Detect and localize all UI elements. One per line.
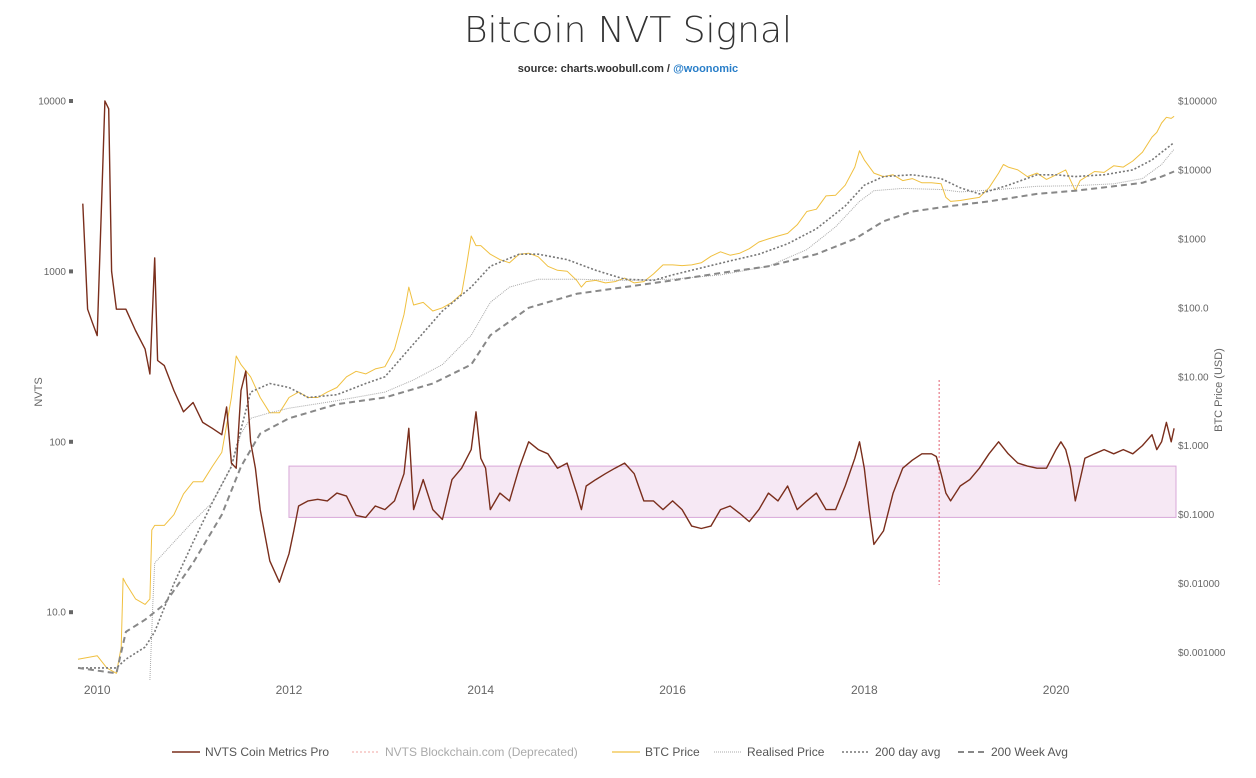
series-btc-price — [77, 115, 1175, 674]
left-axis-label: NVTS — [33, 377, 45, 406]
left-tick-label: 100 — [49, 437, 66, 448]
x-tick-label: 2012 — [276, 683, 303, 697]
legend-item-200-week-avg[interactable]: 200 Week Avg — [958, 745, 1068, 759]
right-tick-label: $10.00 — [1178, 372, 1209, 383]
left-tick-label: 10.0 — [47, 608, 67, 619]
right-tick-label: $0.01000 — [1178, 579, 1220, 590]
right-axis-label: BTC Price (USD) — [1213, 348, 1225, 432]
right-tick-label: $1000 — [1178, 234, 1206, 245]
chart-title: Bitcoin NVT Signal — [463, 10, 793, 51]
legend-label: Realised Price — [747, 745, 825, 759]
x-tick-label: 2016 — [659, 683, 686, 697]
right-tick-label: $0.001000 — [1178, 648, 1226, 659]
legend-label: 200 day avg — [875, 745, 940, 759]
legend-label: 200 Week Avg — [991, 745, 1068, 759]
source-prefix: source: charts.woobull.com / — [517, 63, 674, 75]
series-nvts-coin-metrics-pro — [82, 100, 1175, 583]
left-tick-mark — [69, 439, 73, 444]
left-tick-mark — [69, 269, 73, 274]
x-tick-label: 2018 — [851, 683, 878, 697]
right-tick-label: $1.000 — [1178, 441, 1209, 452]
right-tick-label: $10000 — [1178, 165, 1212, 176]
right-tick-label: $100000 — [1178, 97, 1217, 108]
source-handle-link[interactable]: @woonomic — [673, 63, 739, 75]
x-tick-label: 2020 — [1043, 683, 1070, 697]
nvts-normal-band — [288, 465, 1177, 518]
left-tick-label: 1000 — [44, 267, 67, 278]
left-tick-label: 10000 — [38, 97, 66, 108]
series-200-day-avg — [78, 141, 1175, 669]
legend-item-btc-price[interactable]: BTC Price — [612, 745, 700, 759]
legend-label: BTC Price — [645, 745, 700, 759]
legend-item-nvts-blockchain-com-deprecated[interactable]: NVTS Blockchain.com (Deprecated) — [352, 745, 578, 759]
legend-label: NVTS Coin Metrics Pro — [205, 745, 329, 759]
left-tick-mark — [69, 610, 73, 615]
legend-item-nvts-coin-metrics-pro[interactable]: NVTS Coin Metrics Pro — [172, 745, 329, 759]
right-tick-label: $0.1000 — [1178, 510, 1215, 521]
x-tick-label: 2014 — [467, 683, 494, 697]
legend-label: NVTS Blockchain.com (Deprecated) — [385, 745, 578, 759]
left-tick-mark — [69, 99, 73, 103]
right-tick-label: $100.0 — [1178, 303, 1209, 314]
x-tick-label: 2010 — [84, 683, 111, 697]
legend-item-200-day-avg[interactable]: 200 day avg — [842, 745, 940, 759]
series-200-week-avg — [77, 170, 1175, 675]
chart-source: source: charts.woobull.com / @woonomic — [0, 63, 1256, 75]
legend-item-realised-price[interactable]: Realised Price — [714, 745, 825, 759]
